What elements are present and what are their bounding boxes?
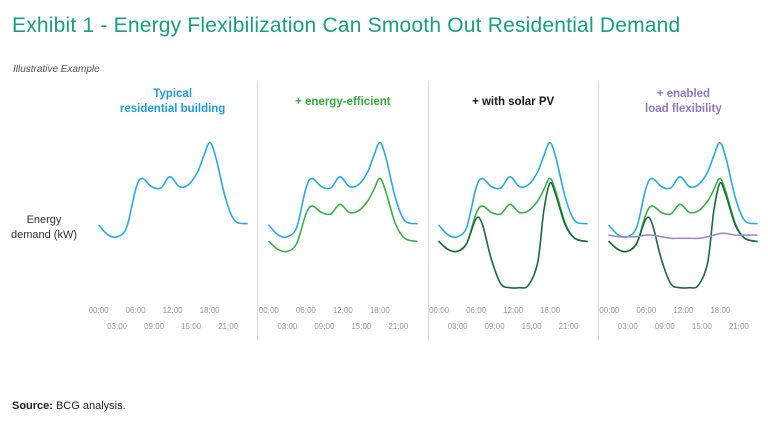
- x-tick-label: 00:00: [258, 306, 279, 315]
- series-net-demand-with-solar: [438, 181, 588, 289]
- line-chart: [438, 141, 588, 289]
- source-line: Source: BCG analysis.: [12, 400, 126, 412]
- illustrative-note: Illustrative Example: [13, 64, 100, 75]
- x-tick-label: 12:00: [162, 306, 183, 315]
- series-efficient-demand: [608, 177, 759, 253]
- chart-panel-typical: Typical residential building 00:00 03:00 0…: [88, 81, 257, 340]
- chart-plot: [603, 121, 763, 303]
- series-typical-demand: [608, 141, 759, 239]
- series-typical-demand: [268, 141, 418, 239]
- x-tick-label: 06:00: [636, 306, 657, 315]
- chart-panel-load-flexibility: + enabled load flexibility 00:00 03:00 06:…: [597, 81, 768, 340]
- x-tick-label: 21:00: [218, 322, 239, 331]
- chart-title: Typical residential building: [119, 88, 226, 115]
- chart-plot: [93, 121, 253, 303]
- x-tick-label: 06:00: [125, 306, 146, 315]
- series-efficient-demand: [268, 177, 418, 253]
- x-axis-ticks: 00:00 03:00 06:00 09:00 12:00 15:00 18:00 21:00: [259, 304, 423, 340]
- series-typical-demand: [438, 141, 588, 239]
- x-tick-label: 00:00: [599, 306, 620, 315]
- series-efficient-demand: [438, 177, 588, 253]
- x-axis-ticks: 00:00 03:00 06:00 09:00 12:00 15:00 18:00 21:00: [599, 304, 763, 340]
- x-tick-label: 03:00: [107, 322, 128, 331]
- series-flexible-load-profile: [608, 232, 759, 240]
- x-tick-label: 18:00: [369, 306, 390, 315]
- x-tick-label: 18:00: [710, 306, 731, 315]
- x-tick-label: 18:00: [540, 306, 561, 315]
- line-chart: [268, 141, 418, 253]
- series-net-demand-with-solar: [608, 181, 759, 289]
- x-tick-label: 21:00: [558, 322, 579, 331]
- chart-plot: [433, 121, 593, 303]
- chart-title: + with solar PV: [472, 95, 555, 108]
- charts-row: Energy demand (kW) Typical residential b…: [0, 81, 768, 340]
- x-tick-label: 09:00: [654, 322, 675, 331]
- series-typical-demand: [97, 141, 248, 239]
- x-tick-label: 03:00: [617, 322, 638, 331]
- x-tick-label: 09:00: [314, 322, 335, 331]
- x-tick-label: 09:00: [144, 322, 165, 331]
- x-tick-label: 15:00: [181, 322, 202, 331]
- x-tick-label: 21:00: [728, 322, 749, 331]
- chart-panel-energy-efficient: + energy-efficient 00:00 03:00 06:00 09:00 1…: [257, 81, 427, 340]
- chart-plot: [263, 121, 423, 303]
- x-tick-label: 18:00: [199, 306, 220, 315]
- x-tick-label: 21:00: [388, 322, 409, 331]
- exhibit-title: Exhibit 1 - Energy Flexibilization Can S…: [12, 14, 681, 37]
- x-axis-ticks: 00:00 03:00 06:00 09:00 12:00 15:00 18:00 21:00: [429, 304, 593, 340]
- x-tick-label: 15:00: [691, 322, 712, 331]
- x-tick-label: 00:00: [429, 306, 450, 315]
- y-axis-label: Energy demand (kW): [10, 213, 78, 241]
- x-tick-label: 00:00: [88, 306, 109, 315]
- x-tick-label: 03:00: [277, 322, 298, 331]
- line-chart: [608, 141, 759, 289]
- x-tick-label: 15:00: [521, 322, 542, 331]
- x-axis-ticks: 00:00 03:00 06:00 09:00 12:00 15:00 18:00 21:00: [89, 304, 253, 340]
- x-tick-label: 06:00: [466, 306, 487, 315]
- x-tick-label: 12:00: [673, 306, 694, 315]
- x-tick-label: 12:00: [332, 306, 353, 315]
- chart-panel-solar-pv: + with solar PV 00:00 03:00 06:00 09:00 12:0…: [427, 81, 598, 340]
- x-tick-label: 09:00: [484, 322, 505, 331]
- x-tick-label: 06:00: [295, 306, 316, 315]
- source-text: BCG analysis.: [55, 400, 126, 412]
- chart-title: + enabled load flexibility: [645, 88, 722, 115]
- line-chart: [97, 141, 248, 239]
- source-label: Source:: [12, 400, 53, 412]
- x-tick-label: 03:00: [447, 322, 468, 331]
- y-axis-gutter: Energy demand (kW): [0, 81, 88, 340]
- x-tick-label: 15:00: [351, 322, 372, 331]
- chart-title: + energy-efficient: [295, 95, 391, 108]
- x-tick-label: 12:00: [503, 306, 524, 315]
